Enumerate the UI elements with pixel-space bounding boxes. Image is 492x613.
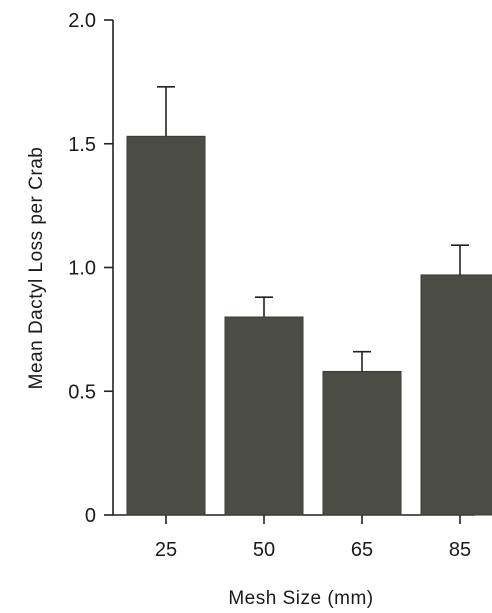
y-tick-label: 1.5 [68,134,96,156]
y-tick-label: 2.0 [68,10,96,32]
error-bars [157,86,469,372]
bar [126,135,206,516]
x-tick-label: 65 [351,539,373,561]
x-tick-label: 85 [449,539,471,561]
x-axis-title: Mesh Size (mm) [228,588,373,609]
x-axis: 25 50 65 85 [113,514,475,561]
y-axis-title: Mean Dactyl Loss per Crab [26,147,47,390]
y-tick-label: 1.0 [68,258,96,280]
bars [126,135,492,516]
x-tick-label: 50 [253,539,275,561]
y-tick-label: 0.5 [68,381,96,403]
y-axis: 0 0.5 1.0 1.5 2.0 [68,10,114,527]
bar [224,316,304,516]
bar [420,274,492,516]
x-tick-label: 25 [155,539,177,561]
bar [322,370,402,516]
y-tick-label: 0 [85,505,96,527]
